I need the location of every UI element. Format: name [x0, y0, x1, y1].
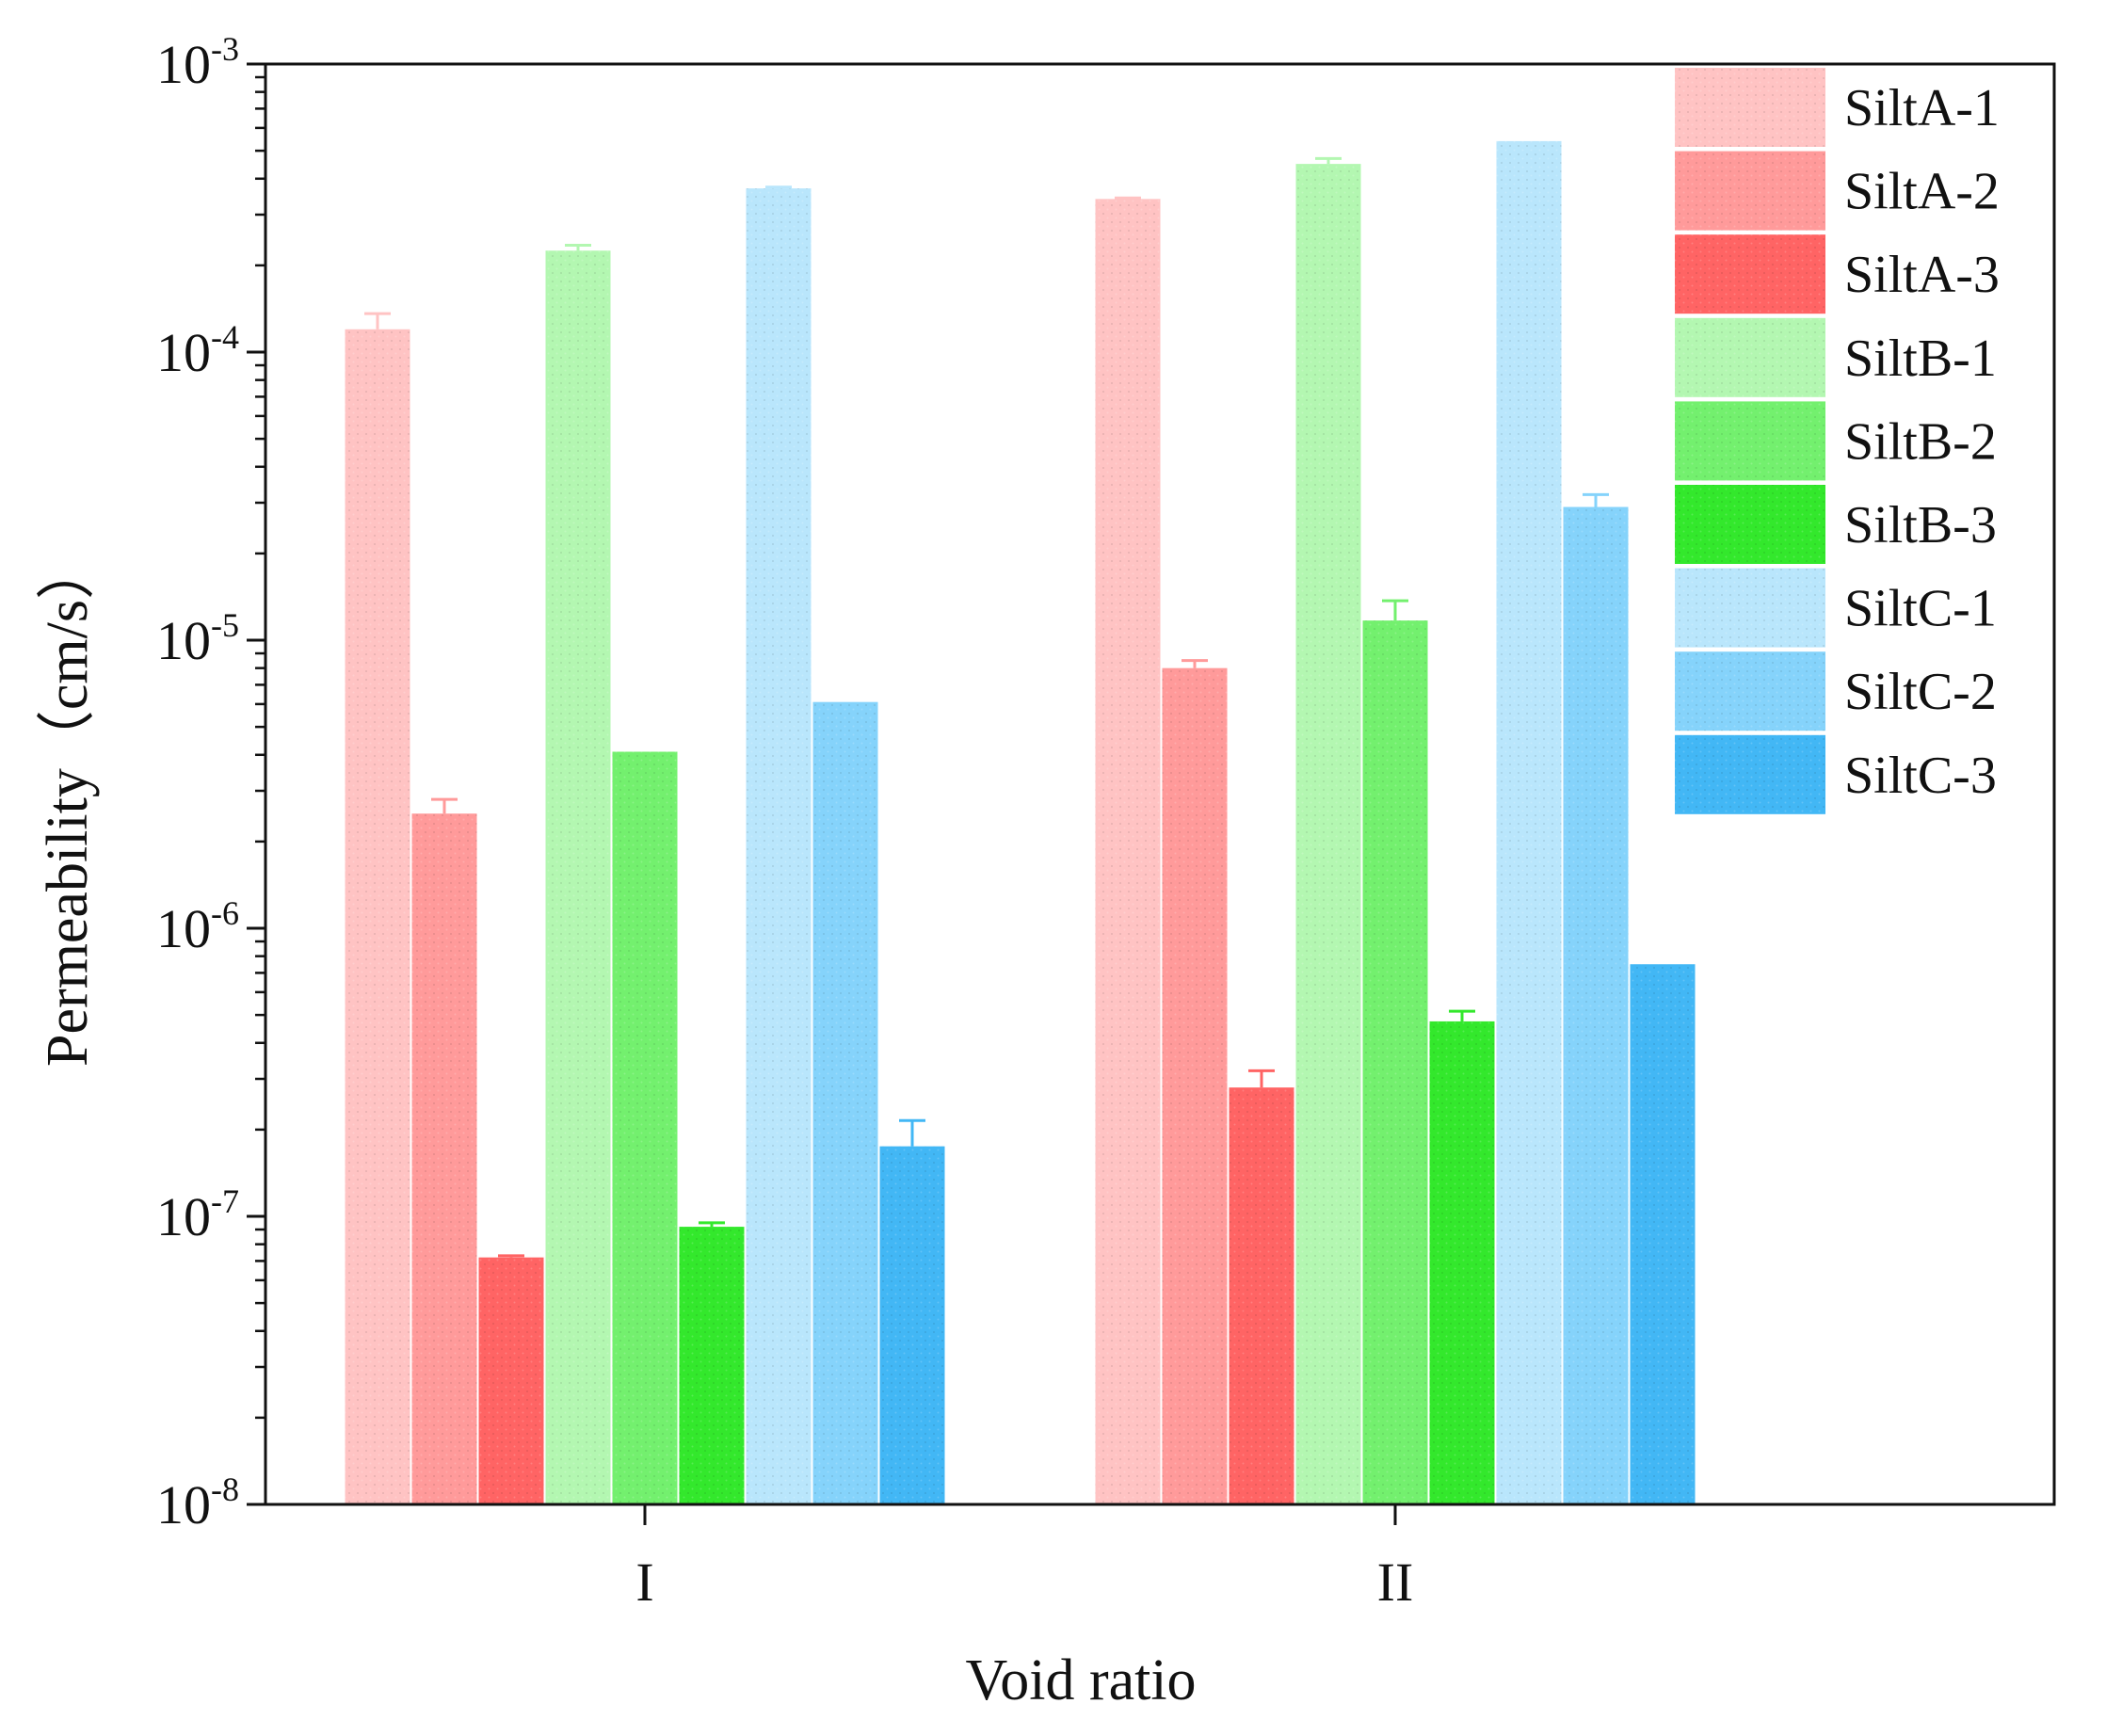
legend-label: SiltB-3 [1844, 496, 1997, 555]
legend-swatch-texture [1675, 68, 1825, 147]
x-tick-label: II [1377, 1551, 1414, 1613]
y-tick-base: 10 [156, 322, 211, 383]
error-bar-SiltB-3-I [699, 1221, 725, 1228]
y-tick-label: 10-6 [156, 894, 239, 959]
bar-texture [545, 250, 611, 1504]
error-bar-SiltA-1-I [364, 312, 391, 330]
bar-texture [1563, 506, 1629, 1504]
y-tick-exponent: -7 [211, 1182, 239, 1220]
legend-label: SiltB-1 [1844, 330, 1997, 388]
bar-texture [1162, 667, 1228, 1504]
legend-label: SiltC-2 [1844, 663, 1997, 721]
y-tick-base: 10 [156, 610, 211, 671]
y-tick-label: 10-4 [156, 318, 239, 383]
bar-texture [1095, 199, 1161, 1505]
y-tick-label: 10-5 [156, 606, 239, 671]
x-axis: I II [635, 1504, 1413, 1613]
bar-texture [679, 1227, 745, 1504]
x-axis-title: Void ratio [965, 1648, 1196, 1712]
legend-swatch-texture [1675, 317, 1825, 397]
legend-swatch-texture [1675, 401, 1825, 481]
y-tick-exponent: -3 [211, 30, 239, 68]
legend-item-SiltA-2: SiltA-2 [1675, 151, 2000, 231]
error-bar-SiltA-3-I [498, 1254, 524, 1258]
bar-texture [1496, 140, 1562, 1505]
legend-item-SiltC-3: SiltC-3 [1675, 734, 1997, 814]
error-bars-layer [364, 156, 1609, 1258]
error-bar-SiltA-2-I [431, 797, 458, 814]
error-bar-SiltB-2-II [1382, 599, 1408, 621]
legend-item-SiltC-1: SiltC-1 [1675, 568, 1997, 648]
y-tick-exponent: -4 [211, 318, 239, 356]
bar-texture [1229, 1087, 1294, 1504]
bar-texture [345, 329, 410, 1505]
plot-frame [264, 62, 2056, 1506]
bars-layer [345, 140, 1696, 1505]
bar-texture [478, 1257, 544, 1504]
error-bar-SiltC-2-II [1583, 492, 1609, 507]
legend-swatch-texture [1675, 234, 1825, 314]
legend-label: SiltC-1 [1844, 580, 1997, 638]
legend-swatch-texture [1675, 568, 1825, 648]
bar-texture [1362, 620, 1428, 1504]
legend-item-SiltB-2: SiltB-2 [1675, 401, 1997, 481]
legend-label: SiltB-2 [1844, 412, 1997, 471]
error-bar-SiltB-1-II [1315, 156, 1342, 165]
y-tick-label: 10-7 [156, 1182, 239, 1247]
error-bar-SiltB-3-II [1449, 1009, 1475, 1021]
y-tick-exponent: -5 [211, 606, 239, 644]
legend-item-SiltB-1: SiltB-1 [1675, 317, 1997, 397]
legend-item-SiltA-3: SiltA-3 [1675, 234, 2000, 314]
bar-texture [812, 701, 878, 1504]
error-bar-SiltC-3-I [899, 1118, 925, 1147]
y-tick-label: 10-3 [156, 30, 239, 95]
legend-label: SiltC-3 [1844, 747, 1997, 805]
bar-texture [1630, 964, 1696, 1504]
bar-texture [411, 813, 477, 1504]
y-tick-exponent: -6 [211, 894, 239, 932]
legend-item-SiltC-2: SiltC-2 [1675, 651, 1997, 731]
error-bar-SiltB-1-I [565, 243, 591, 251]
y-axis-title: Permeability（cm/s） [36, 541, 100, 1067]
legend-swatch-texture [1675, 151, 1825, 231]
y-tick-base: 10 [156, 34, 211, 95]
error-bar-SiltA-2-II [1182, 659, 1208, 668]
error-bar-SiltA-3-II [1248, 1069, 1275, 1088]
y-tick-exponent: -8 [211, 1471, 239, 1508]
legend-swatch-texture [1675, 485, 1825, 564]
bar-texture [1429, 1021, 1495, 1504]
legend-label: SiltA-3 [1844, 246, 2000, 304]
x-tick-label: I [635, 1551, 653, 1613]
y-tick-base: 10 [156, 1474, 211, 1535]
legend-label: SiltA-1 [1844, 79, 2000, 137]
y-axis: 10-810-710-610-510-410-3 [156, 30, 265, 1535]
legend-item-SiltA-1: SiltA-1 [1675, 68, 2000, 147]
error-bar-SiltA-1-II [1115, 196, 1141, 200]
legend-item-SiltB-3: SiltB-3 [1675, 485, 1997, 564]
y-tick-base: 10 [156, 1186, 211, 1247]
legend-swatch-texture [1675, 734, 1825, 814]
y-tick-label: 10-8 [156, 1471, 239, 1535]
bar-texture [612, 751, 678, 1504]
legend-swatch-texture [1675, 651, 1825, 731]
y-tick-base: 10 [156, 898, 211, 959]
bar-texture [879, 1146, 945, 1504]
error-bar-SiltC-1-I [765, 185, 792, 189]
bar-texture [746, 188, 812, 1505]
legend-label: SiltA-2 [1844, 163, 2000, 221]
legend: SiltA-1 SiltA-2 SiltA-3 SiltB-1 SiltB-2 SiltB… [1675, 68, 2000, 814]
bar-texture [1295, 164, 1361, 1505]
